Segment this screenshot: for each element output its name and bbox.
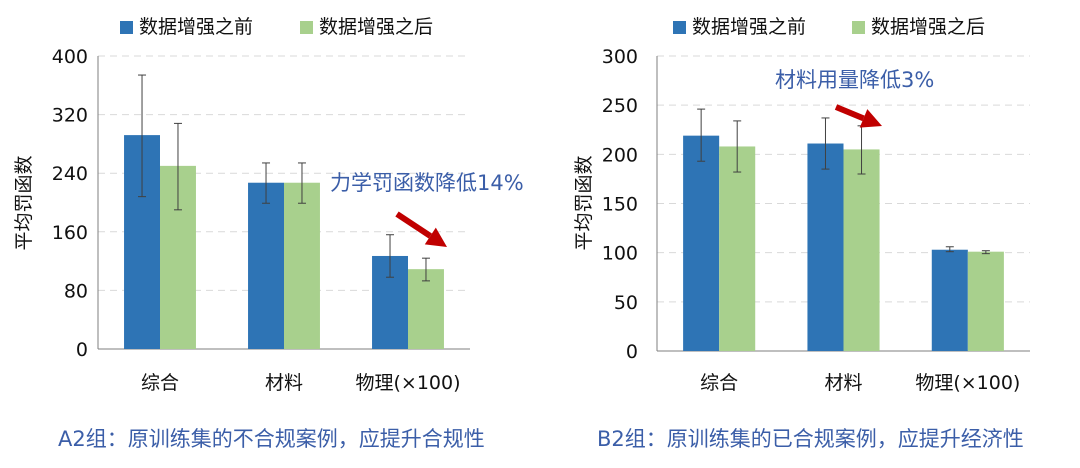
bar-before [807,143,844,351]
arrow-head [859,109,882,128]
legend-swatch [852,21,865,34]
x-category-label: 综合 [700,372,738,394]
annotation-text: 力学罚函数降低14% [330,171,524,195]
bar-after [408,269,444,349]
annotation-text: 材料用量降低3% [775,68,934,92]
x-category-label: 材料 [824,372,862,394]
arrow-shaft [834,104,865,122]
bar-after [967,251,1004,351]
arrow-shaft [395,211,432,239]
y-tick-label: 240 [52,163,88,185]
legend-swatch [300,21,313,34]
bar-after [843,149,880,351]
x-category-label: 物理(×100) [915,372,1020,394]
legend-swatch [673,21,686,34]
legend-label: 数据增强之前 [139,16,253,38]
legend-label: 数据增强之后 [319,16,433,38]
legend-swatch [120,21,133,34]
legend-label: 数据增强之后 [871,16,985,38]
chart-caption: B2组：原训练集的已合规案例，应提升经济性 [597,427,1024,451]
y-tick-label: 200 [602,144,638,166]
y-tick-label: 400 [52,46,88,68]
y-tick-label: 80 [64,280,88,302]
bar-before [248,182,284,349]
bar-after [719,146,756,351]
y-tick-label: 50 [614,292,638,314]
bar-after [284,182,320,349]
arrow-head [424,227,447,247]
chart-caption: A2组：原训练集的不合规案例，应提升合规性 [58,427,485,451]
x-category-label: 材料 [265,372,303,394]
y-tick-label: 0 [626,341,638,363]
y-tick-label: 160 [52,222,88,244]
y-axis-title: 平均罚函数 [13,155,35,250]
x-category-label: 物理(×100) [355,372,460,394]
legend-label: 数据增强之前 [692,16,806,38]
x-category-label: 综合 [141,372,179,394]
y-axis-title: 平均罚函数 [573,155,595,250]
bar-before [931,249,968,351]
y-tick-label: 300 [602,46,638,68]
bar-before [683,135,720,351]
y-tick-label: 100 [602,243,638,265]
y-tick-label: 250 [602,95,638,117]
y-tick-label: 320 [52,105,88,127]
y-tick-label: 150 [602,194,638,216]
y-tick-label: 0 [76,339,88,361]
